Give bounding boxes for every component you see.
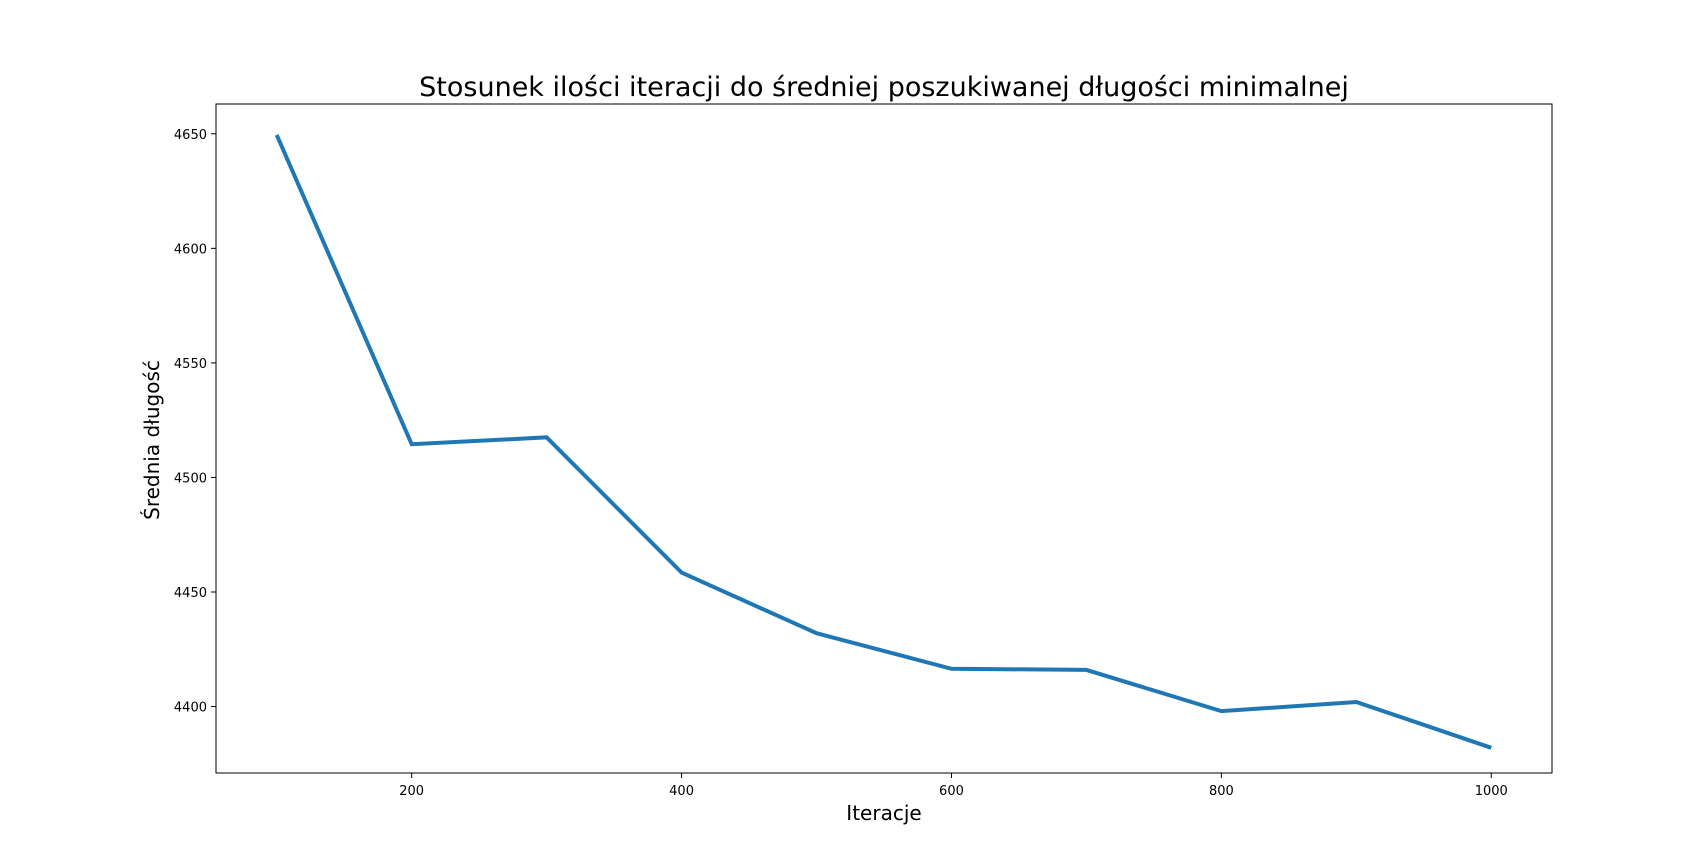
x-tick-label: 800 [1209,784,1234,799]
x-tick-label: 1000 [1475,784,1508,799]
y-axis-label: Średnia długość [140,360,164,520]
plot-area: 200 400 600 800 1000 4400 4450 4500 4550 4600 4650 [174,103,1553,799]
y-tick-label: 4650 [174,128,207,143]
y-tick-label: 4500 [174,471,207,486]
chart-title: Stosunek ilości iteracji do średniej pos… [419,72,1349,103]
x-tick-label: 400 [669,784,694,799]
y-tick-label: 4600 [174,242,207,257]
y-tick-label: 4550 [174,357,207,372]
axes-frame [215,103,1553,774]
y-tick-label: 4450 [174,586,207,601]
x-axis-label: Iteracje [846,801,921,825]
y-tick-label: 4400 [174,701,207,716]
x-tick-label: 200 [399,784,424,799]
x-tick-label: 600 [939,784,964,799]
series-line [274,134,1492,750]
